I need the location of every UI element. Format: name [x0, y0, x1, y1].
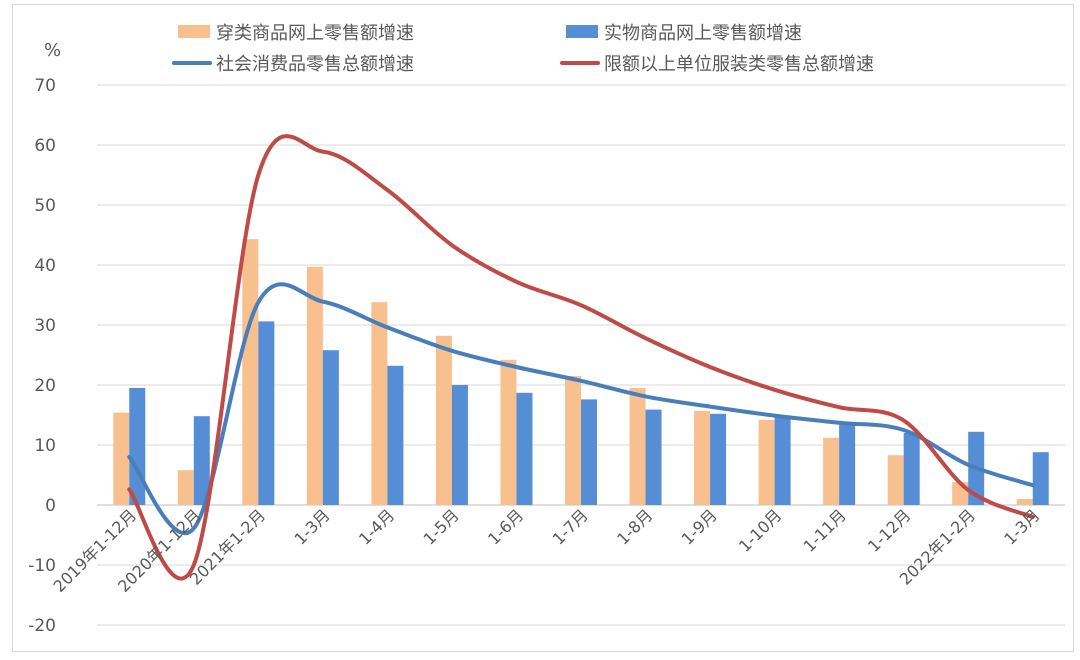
x-tick-label: 1-4月	[355, 505, 398, 548]
x-tick-label: 1-12月	[864, 505, 914, 555]
bar	[435, 335, 452, 505]
bar	[258, 321, 275, 505]
series-line	[127, 134, 1035, 581]
bar	[1016, 499, 1033, 505]
bar	[758, 419, 775, 505]
chart-frame	[12, 4, 1074, 652]
bar	[113, 412, 130, 505]
legend-swatch	[178, 25, 210, 38]
x-tick-label: 1-6月	[484, 505, 527, 548]
bar	[1032, 452, 1049, 505]
bar	[823, 437, 840, 505]
bar	[306, 266, 323, 505]
x-tick-label: 1-7月	[549, 505, 592, 548]
bar	[694, 410, 711, 505]
y-tick-label: 20	[34, 376, 56, 396]
bar	[629, 388, 646, 505]
y-tick-label: 70	[34, 76, 56, 96]
y-tick-label: 30	[34, 316, 56, 336]
bar	[645, 409, 662, 505]
bar	[581, 399, 597, 505]
y-axis-label: %	[44, 40, 61, 61]
y-tick-label: -20	[28, 616, 56, 636]
legend-swatch	[566, 25, 598, 38]
bar	[710, 413, 727, 505]
lines	[127, 134, 1035, 581]
x-tick-label: 1-10月	[735, 505, 785, 555]
y-tick-label: 50	[34, 196, 56, 216]
bar	[129, 388, 146, 505]
bar	[565, 376, 581, 505]
bar	[903, 433, 920, 505]
bars	[113, 239, 1049, 505]
y-tick-label: 10	[34, 436, 56, 456]
x-tick-label: 1-9月	[678, 505, 721, 548]
bar	[193, 416, 210, 505]
bar	[451, 385, 468, 505]
y-tick-label: -10	[28, 556, 56, 576]
legend-label: 社会消费品零售总额增速	[216, 54, 414, 75]
x-tick-label: 1-11月	[800, 505, 850, 555]
bar	[887, 455, 904, 505]
bar	[177, 470, 194, 505]
bar	[242, 239, 259, 505]
y-tick-label: 0	[45, 496, 56, 516]
legend-label: 限额以上单位服装类零售总额增速	[604, 54, 874, 75]
legend-label: 实物商品网上零售额增速	[604, 23, 802, 44]
bar	[387, 365, 404, 505]
bar	[516, 392, 533, 505]
y-tick-label: 60	[34, 136, 56, 156]
legend-label: 穿类商品网上零售额增速	[216, 23, 414, 44]
x-tick-label: 1-8月	[613, 505, 656, 548]
bar	[774, 417, 791, 505]
y-tick-label: 40	[34, 256, 56, 276]
bar	[371, 302, 388, 505]
x-tick-label: 1-5月	[420, 505, 463, 548]
bar	[500, 359, 517, 505]
bar	[322, 350, 339, 505]
series-line	[127, 282, 1035, 535]
bar	[839, 422, 856, 505]
y-tick-labels: -20 -10 0 10 20 30 40 50 60 70	[28, 76, 56, 636]
x-tick-label: 1-3月	[290, 505, 333, 548]
